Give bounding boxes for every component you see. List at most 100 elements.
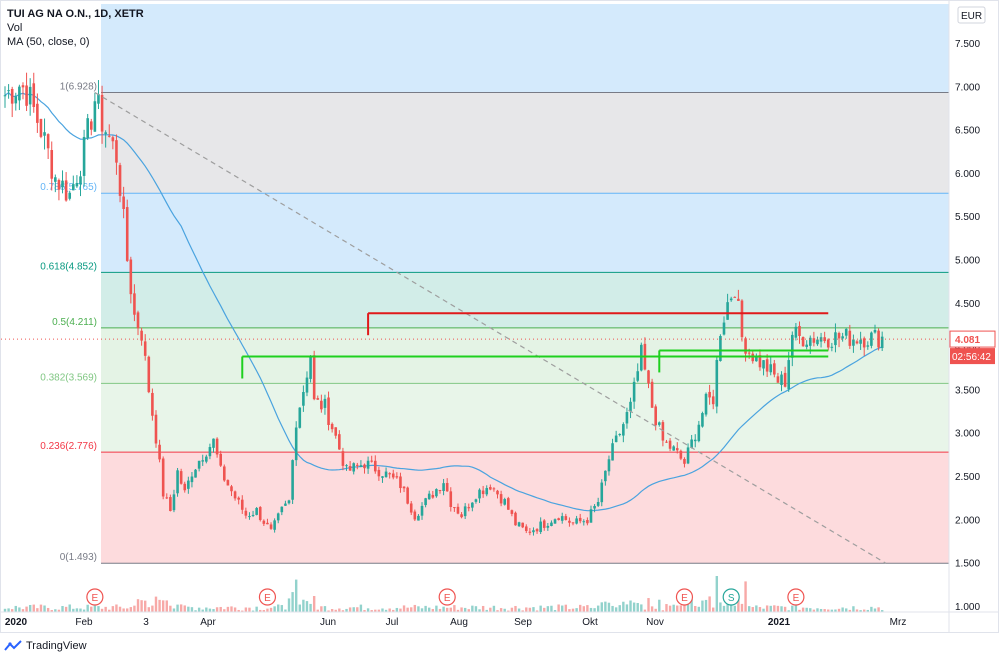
split-event-marker[interactable]: S bbox=[722, 588, 740, 606]
candle[interactable] bbox=[222, 464, 226, 482]
candle[interactable] bbox=[233, 490, 237, 501]
candle[interactable] bbox=[54, 174, 57, 193]
candle[interactable] bbox=[431, 490, 435, 499]
candle[interactable] bbox=[607, 455, 611, 476]
candle[interactable] bbox=[679, 449, 683, 461]
candle[interactable] bbox=[258, 506, 262, 522]
candle[interactable] bbox=[582, 519, 586, 526]
candle[interactable] bbox=[859, 331, 862, 350]
candle[interactable] bbox=[384, 467, 388, 478]
candle[interactable] bbox=[499, 490, 503, 507]
candle[interactable] bbox=[517, 521, 521, 527]
candle[interactable] bbox=[737, 289, 740, 301]
candle[interactable] bbox=[151, 388, 154, 421]
candle[interactable] bbox=[668, 438, 672, 452]
candle[interactable] bbox=[420, 502, 424, 520]
time-axis[interactable]: 2020 Feb 3 Apr Jun Jul Aug Sep Okt Nov 2021 Mrz bbox=[5, 617, 906, 628]
candle[interactable] bbox=[287, 499, 291, 505]
candle[interactable] bbox=[539, 517, 542, 535]
candle[interactable] bbox=[765, 354, 769, 377]
candle[interactable] bbox=[402, 486, 406, 493]
trend-line[interactable] bbox=[94, 91, 887, 564]
candle[interactable] bbox=[190, 472, 194, 488]
candle[interactable] bbox=[715, 355, 719, 414]
candle[interactable] bbox=[366, 456, 370, 474]
candle[interactable] bbox=[226, 479, 230, 486]
candle[interactable] bbox=[701, 411, 704, 428]
candle[interactable] bbox=[535, 528, 539, 534]
candle[interactable] bbox=[370, 455, 373, 463]
candle[interactable] bbox=[776, 372, 780, 383]
candle[interactable] bbox=[596, 497, 600, 508]
candle[interactable] bbox=[870, 331, 873, 349]
candle[interactable] bbox=[873, 324, 877, 334]
candle[interactable] bbox=[330, 422, 334, 433]
candle[interactable] bbox=[791, 331, 794, 367]
candle[interactable] bbox=[657, 421, 661, 427]
candle[interactable] bbox=[161, 456, 165, 500]
candle[interactable] bbox=[179, 468, 183, 485]
candle[interactable] bbox=[787, 351, 791, 392]
candle[interactable] bbox=[855, 339, 859, 345]
candle[interactable] bbox=[611, 438, 614, 461]
candle[interactable] bbox=[826, 338, 830, 351]
candle[interactable] bbox=[86, 113, 89, 141]
candle[interactable] bbox=[503, 497, 507, 506]
candle[interactable] bbox=[237, 496, 240, 505]
candle[interactable] bbox=[830, 342, 834, 352]
candle[interactable] bbox=[28, 78, 32, 116]
candle[interactable] bbox=[650, 378, 654, 408]
candle[interactable] bbox=[187, 476, 190, 494]
candle[interactable] bbox=[880, 331, 884, 352]
candle[interactable] bbox=[298, 407, 302, 429]
candle[interactable] bbox=[798, 321, 801, 344]
candle[interactable] bbox=[481, 485, 485, 498]
candle[interactable] bbox=[550, 520, 553, 527]
candle[interactable] bbox=[280, 506, 284, 516]
candle[interactable] bbox=[823, 331, 826, 344]
candle[interactable] bbox=[560, 512, 564, 524]
candle[interactable] bbox=[571, 522, 575, 526]
candle[interactable] bbox=[140, 327, 143, 346]
candle[interactable] bbox=[240, 495, 244, 514]
candle[interactable] bbox=[773, 359, 776, 378]
candle[interactable] bbox=[834, 323, 837, 353]
candle[interactable] bbox=[406, 486, 409, 505]
candle[interactable] bbox=[586, 517, 589, 526]
candle[interactable] bbox=[672, 445, 675, 451]
candle[interactable] bbox=[176, 467, 179, 497]
candle[interactable] bbox=[255, 506, 258, 516]
candle[interactable] bbox=[118, 162, 122, 203]
candle[interactable] bbox=[600, 479, 604, 507]
candle[interactable] bbox=[305, 371, 309, 397]
candle[interactable] bbox=[593, 504, 596, 513]
candle[interactable] bbox=[122, 186, 125, 219]
candle[interactable] bbox=[762, 359, 765, 376]
candle[interactable] bbox=[230, 484, 233, 497]
candle[interactable] bbox=[866, 341, 870, 350]
candle[interactable] bbox=[733, 296, 737, 298]
candle[interactable] bbox=[36, 93, 39, 133]
candle[interactable] bbox=[68, 190, 72, 201]
candle[interactable] bbox=[453, 507, 456, 512]
candle[interactable] bbox=[104, 130, 107, 148]
candle[interactable] bbox=[143, 334, 147, 361]
candle[interactable] bbox=[72, 175, 75, 191]
candle[interactable] bbox=[14, 92, 18, 111]
symbol-title[interactable]: TUI AG NA O.N., 1D, XETR bbox=[7, 8, 144, 20]
candle[interactable] bbox=[262, 519, 266, 527]
candle[interactable] bbox=[169, 494, 172, 512]
earnings-event-marker[interactable]: E bbox=[787, 588, 805, 606]
candle[interactable] bbox=[719, 334, 722, 362]
candle[interactable] bbox=[32, 72, 36, 113]
candle[interactable] bbox=[726, 293, 729, 320]
candle[interactable] bbox=[320, 394, 323, 413]
candle[interactable] bbox=[158, 439, 161, 463]
earnings-event-marker[interactable]: E bbox=[258, 588, 277, 606]
candle[interactable] bbox=[302, 385, 305, 412]
candle[interactable] bbox=[43, 118, 46, 150]
candle[interactable] bbox=[553, 518, 557, 524]
candle[interactable] bbox=[395, 472, 399, 479]
candle[interactable] bbox=[381, 476, 384, 483]
candle[interactable] bbox=[489, 484, 492, 491]
